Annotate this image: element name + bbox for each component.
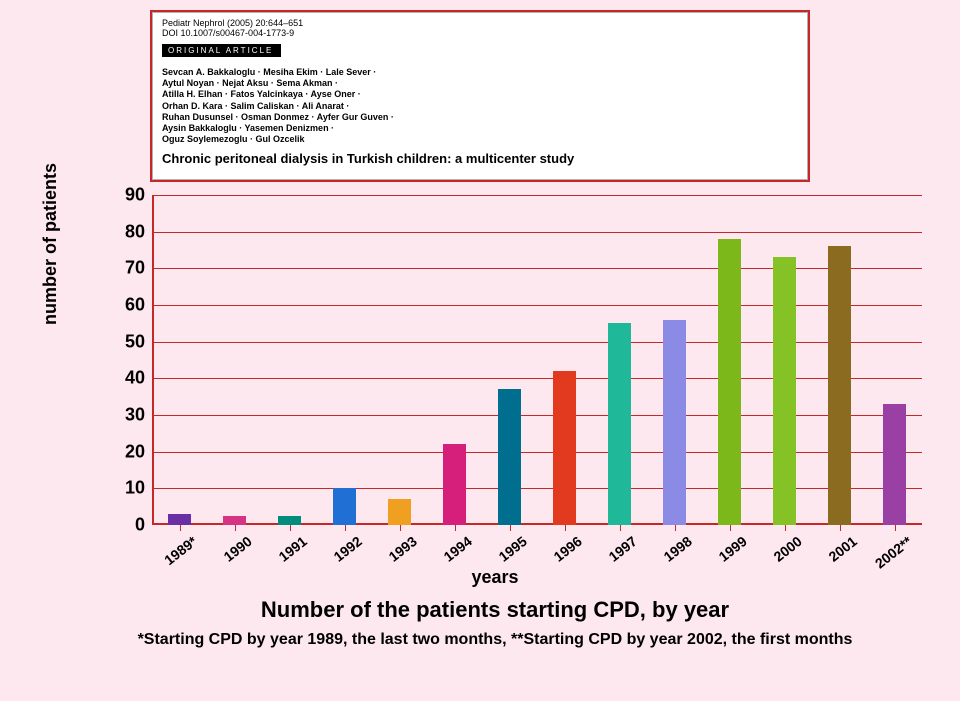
section-label: ORIGINAL ARTICLE: [162, 44, 281, 57]
gridline: [152, 415, 922, 416]
bar-chart: number of patients 0102030405060708090 y…: [60, 195, 930, 645]
gridline: [152, 232, 922, 233]
x-tick-mark: [895, 525, 896, 531]
y-tick: 60: [125, 295, 145, 316]
doi-line: DOI 10.1007/s00467-004-1773-9: [162, 28, 798, 38]
y-tick: 0: [135, 515, 145, 536]
y-tick: 80: [125, 221, 145, 242]
gridline: [152, 378, 922, 379]
gridline: [152, 305, 922, 306]
y-tick: 40: [125, 368, 145, 389]
article-title: Chronic peritoneal dialysis in Turkish c…: [162, 152, 798, 167]
bar: [388, 499, 411, 525]
y-tick: 30: [125, 405, 145, 426]
bar: [168, 514, 191, 525]
bar: [443, 444, 466, 525]
y-axis-label: number of patients: [40, 163, 61, 325]
x-tick-mark: [510, 525, 511, 531]
x-tick-mark: [620, 525, 621, 531]
y-axis-line: [152, 195, 154, 525]
x-tick-mark: [345, 525, 346, 531]
bar: [553, 371, 576, 525]
x-tick-mark: [290, 525, 291, 531]
bar: [663, 320, 686, 525]
x-tick-mark: [400, 525, 401, 531]
bar: [278, 516, 301, 525]
bar: [333, 488, 356, 525]
x-tick-mark: [785, 525, 786, 531]
x-tick-mark: [730, 525, 731, 531]
chart-footnote: *Starting CPD by year 1989, the last two…: [60, 631, 930, 649]
bar: [223, 516, 246, 525]
x-tick-mark: [840, 525, 841, 531]
plot-area: [152, 195, 922, 525]
bar: [498, 389, 521, 525]
bar: [828, 246, 851, 525]
gridline: [152, 342, 922, 343]
y-tick-labels: 0102030405060708090: [105, 195, 145, 525]
bar: [718, 239, 741, 525]
x-tick-mark: [565, 525, 566, 531]
gridline: [152, 452, 922, 453]
bar: [883, 404, 906, 525]
journal-citation: Pediatr Nephrol (2005) 20:644–651: [162, 18, 798, 28]
x-tick-mark: [455, 525, 456, 531]
x-axis-line: [152, 523, 922, 525]
gridline: [152, 268, 922, 269]
bar: [773, 257, 796, 525]
y-tick: 50: [125, 331, 145, 352]
x-tick-mark: [675, 525, 676, 531]
gridline: [152, 488, 922, 489]
chart-caption: Number of the patients starting CPD, by …: [60, 597, 930, 623]
y-tick: 70: [125, 258, 145, 279]
article-header-box: Pediatr Nephrol (2005) 20:644–651 DOI 10…: [150, 10, 810, 182]
author-list: Sevcan A. Bakkaloglu · Mesiha Ekim · Lal…: [162, 67, 798, 146]
bar: [608, 323, 631, 525]
gridline: [152, 195, 922, 196]
x-tick-mark: [180, 525, 181, 531]
y-tick: 20: [125, 441, 145, 462]
y-tick: 90: [125, 185, 145, 206]
y-tick: 10: [125, 478, 145, 499]
x-tick-mark: [235, 525, 236, 531]
